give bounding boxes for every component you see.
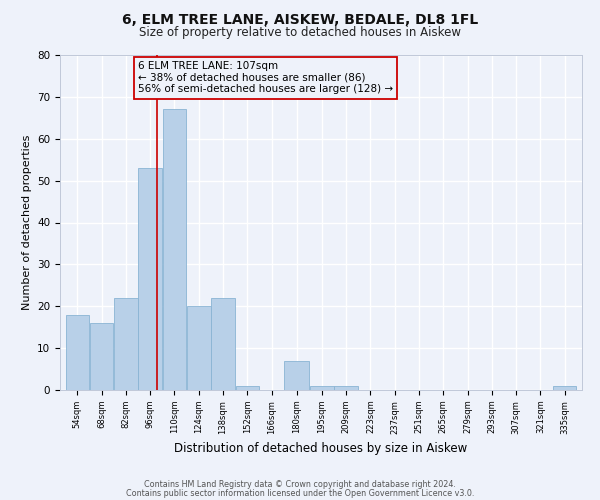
Bar — [163, 110, 186, 390]
Text: Contains public sector information licensed under the Open Government Licence v3: Contains public sector information licen… — [126, 488, 474, 498]
Bar — [65, 314, 89, 390]
Bar — [187, 306, 211, 390]
Bar — [211, 298, 235, 390]
Bar — [310, 386, 334, 390]
Text: Size of property relative to detached houses in Aiskew: Size of property relative to detached ho… — [139, 26, 461, 39]
X-axis label: Distribution of detached houses by size in Aiskew: Distribution of detached houses by size … — [175, 442, 467, 455]
Y-axis label: Number of detached properties: Number of detached properties — [22, 135, 32, 310]
Bar — [334, 386, 358, 390]
Bar — [139, 168, 162, 390]
Text: 6, ELM TREE LANE, AISKEW, BEDALE, DL8 1FL: 6, ELM TREE LANE, AISKEW, BEDALE, DL8 1F… — [122, 12, 478, 26]
Bar — [236, 386, 259, 390]
Bar — [114, 298, 137, 390]
Bar — [90, 323, 113, 390]
Bar — [553, 386, 577, 390]
Text: 6 ELM TREE LANE: 107sqm
← 38% of detached houses are smaller (86)
56% of semi-de: 6 ELM TREE LANE: 107sqm ← 38% of detache… — [138, 62, 393, 94]
Text: Contains HM Land Registry data © Crown copyright and database right 2024.: Contains HM Land Registry data © Crown c… — [144, 480, 456, 489]
Bar — [284, 360, 310, 390]
